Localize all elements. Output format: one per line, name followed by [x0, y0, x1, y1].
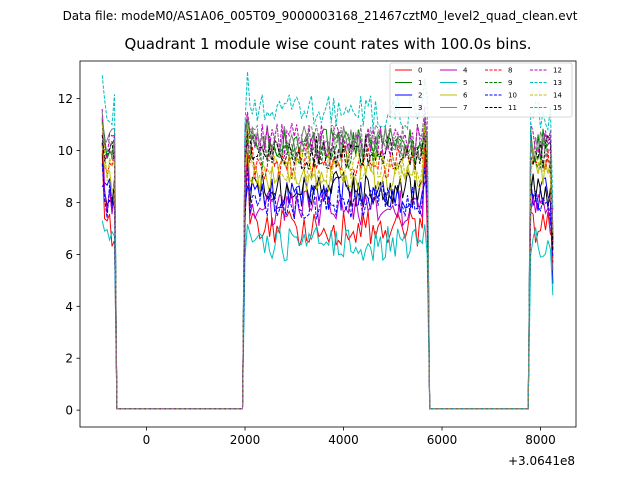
series-line-15 [101, 111, 554, 410]
y-tick-label: 12 [58, 92, 73, 106]
legend-label-0: 0 [418, 67, 422, 75]
chart-title: Quadrant 1 module wise count rates with … [124, 35, 531, 53]
legend-label-4: 4 [463, 67, 468, 75]
legend-label-12: 12 [553, 67, 562, 75]
y-tick-label: 0 [65, 404, 73, 418]
x-tick-label: 8000 [525, 433, 556, 447]
legend-label-7: 7 [463, 104, 467, 112]
legend-label-11: 11 [508, 104, 517, 112]
series-line-8 [101, 142, 554, 410]
legend-box [389, 62, 573, 118]
legend-label-8: 8 [508, 67, 512, 75]
plot-area [79, 60, 577, 428]
legend-label-5: 5 [463, 79, 467, 87]
x-offset-label: +3.0641e8 [508, 454, 575, 468]
x-tick-label: 2000 [230, 433, 261, 447]
y-tick-label: 8 [65, 196, 73, 210]
y-tick-label: 10 [58, 144, 73, 158]
y-axis: 0 2 4 6 8 10 12 [58, 92, 80, 418]
x-axis: 0 2000 4000 6000 8000 [143, 427, 556, 447]
legend-label-1: 1 [418, 79, 422, 87]
y-tick-label: 2 [65, 352, 73, 366]
suptitle: Data file: modeM0/AS1A06_005T09_90000031… [63, 9, 578, 23]
legend-label-10: 10 [508, 92, 517, 100]
legend-label-14: 14 [553, 92, 562, 100]
legend-label-13: 13 [553, 79, 562, 87]
legend-label-3: 3 [418, 104, 422, 112]
legend-label-2: 2 [418, 92, 422, 100]
legend-label-9: 9 [508, 79, 512, 87]
x-tick-label: 0 [143, 433, 151, 447]
y-tick-label: 6 [65, 248, 73, 262]
legend-label-6: 6 [463, 92, 468, 100]
x-tick-label: 6000 [427, 433, 458, 447]
y-tick-label: 4 [65, 300, 73, 314]
x-tick-label: 4000 [328, 433, 359, 447]
plot-frame [79, 60, 577, 428]
legend-label-15: 15 [553, 104, 562, 112]
